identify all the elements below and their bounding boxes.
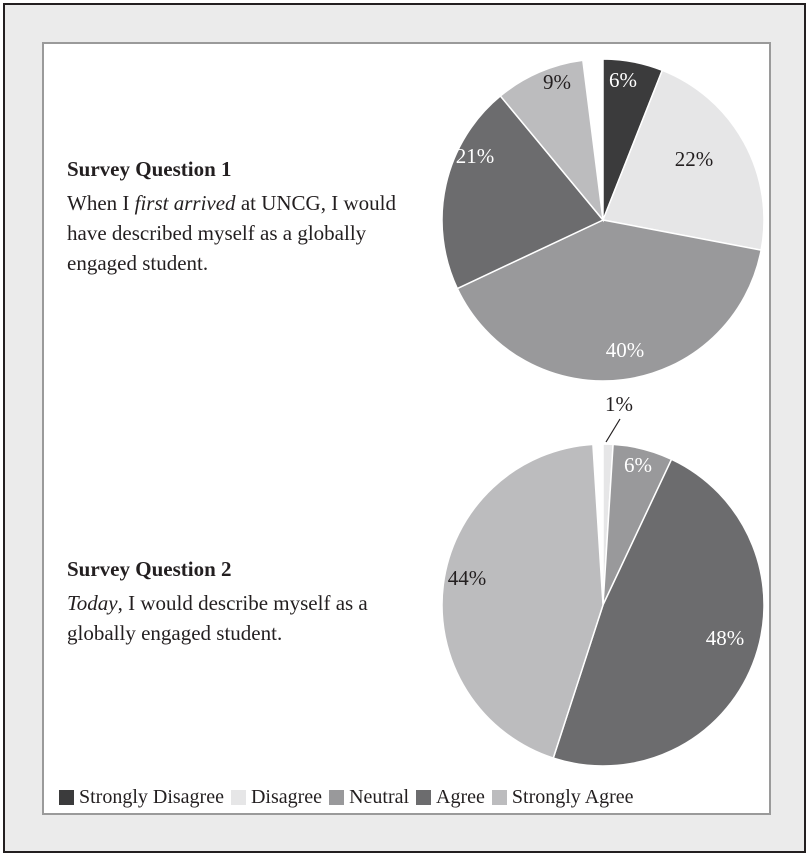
question-1-text-after: at UNCG, I would have described myself a… <box>67 191 396 275</box>
figure-frame: Survey Question 1 When I first arrived a… <box>3 3 806 853</box>
legend-swatch <box>230 790 246 805</box>
pie2-slice-strongly-agree <box>441 443 604 760</box>
pie1-slice-disagree <box>601 69 765 252</box>
question-1-text: When I first arrived at UNCG, I would ha… <box>67 188 397 278</box>
pie2-leader-line <box>605 418 621 443</box>
pie1-label-neutral: 40% <box>606 338 645 362</box>
question-1-title: Survey Question 1 <box>67 157 232 181</box>
question-2-title: Survey Question 2 <box>67 557 232 581</box>
legend-label: Disagree <box>250 786 323 808</box>
legend-swatch <box>416 790 432 805</box>
legend-swatch <box>59 790 74 805</box>
question-2-text-after: , I would describe myself as a globally … <box>67 591 368 645</box>
question-2-text: Today, I would describe myself as a glob… <box>67 588 397 648</box>
pie1-slice-neutral <box>456 219 763 382</box>
pie1-label-agree: 21% <box>456 144 495 168</box>
legend-item-neutral: Neutral <box>329 786 409 809</box>
legend-label: Strongly Disagree <box>79 786 224 808</box>
pie1-slice-agree <box>441 94 605 290</box>
pie1-slice-strongly-agree <box>499 59 605 223</box>
legend-label: Neutral <box>349 786 410 808</box>
pie-charts: 6% 22% 40% 21% 9% 1% 6% 48% 44% <box>441 58 765 767</box>
pie1-label-disagree: 22% <box>675 147 714 171</box>
question-1-text-italic: first arrived <box>134 191 236 215</box>
legend: Strongly Disagree Disagree Neutral Agree Str… <box>59 786 641 809</box>
question-1-text-before: When I <box>67 191 135 215</box>
legend-item-strongly-agree: Strongly Agree <box>491 786 634 809</box>
legend-item-disagree: Disagree <box>230 786 323 809</box>
question-2-block: Survey Question 2 Today, I would describ… <box>67 556 397 648</box>
legend-label: Agree <box>436 786 485 808</box>
pie2-slice-agree <box>552 458 765 767</box>
legend-item-strongly-disagree: Strongly Disagree <box>59 786 224 809</box>
legend-label: Strongly Agree <box>511 786 634 808</box>
pie1-label-strongly-disagree: 6% <box>609 68 637 92</box>
pie2-label-strongly-agree: 44% <box>448 566 487 590</box>
figure-panel: Survey Question 1 When I first arrived a… <box>42 42 771 815</box>
pie2-label-neutral: 6% <box>624 453 652 477</box>
pie2-label-agree: 48% <box>706 626 745 650</box>
pie2-label-disagree: 1% <box>605 392 633 416</box>
question-2-text-italic: Today <box>67 591 118 615</box>
legend-item-agree: Agree <box>416 786 485 809</box>
legend-swatch <box>491 790 507 805</box>
question-1-block: Survey Question 1 When I first arrived a… <box>67 156 397 278</box>
legend-swatch <box>329 790 345 805</box>
pie1-label-strongly-agree: 9% <box>543 70 571 94</box>
